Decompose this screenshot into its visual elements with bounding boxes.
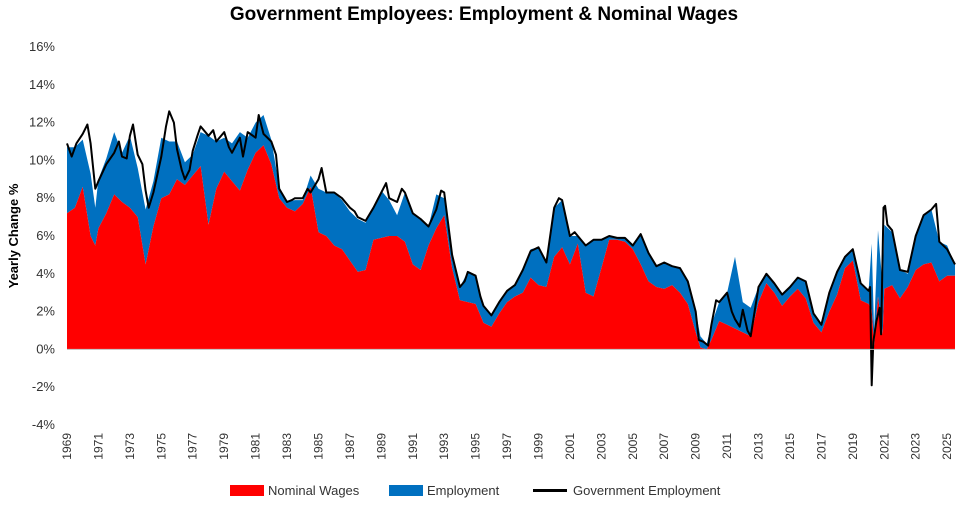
x-tick-label: 2007 <box>657 433 671 460</box>
legend-item-employment: Employment <box>389 483 499 498</box>
x-tick-label: 1969 <box>60 433 74 460</box>
x-tick-label: 2023 <box>909 433 923 460</box>
y-tick-label: 6% <box>36 228 55 243</box>
x-tick-label: 1995 <box>469 433 483 460</box>
y-tick-label: 10% <box>29 152 55 167</box>
x-tick-label: 2019 <box>846 433 860 460</box>
x-tick-label: 2003 <box>594 433 608 460</box>
x-tick-label: 2025 <box>940 433 954 460</box>
x-tick-label: 1973 <box>123 433 137 460</box>
y-tick-label: 4% <box>36 266 55 281</box>
x-tick-label: 1981 <box>249 433 263 460</box>
legend-line-government-employment <box>533 489 567 492</box>
y-tick-label: -4% <box>32 417 56 432</box>
x-tick-label: 2017 <box>814 433 828 460</box>
government-employment-line <box>66 110 956 387</box>
chart-title: Government Employees: Employment & Nomin… <box>229 4 739 25</box>
x-tick-label: 1985 <box>312 433 326 460</box>
legend-label: Nominal Wages <box>268 483 360 498</box>
legend-swatch-employment <box>389 485 423 496</box>
x-tick-label: 1999 <box>532 433 546 460</box>
nominal-wages-area <box>67 145 955 350</box>
x-tick-label: 2011 <box>720 433 734 459</box>
legend-item-nominal-wages: Nominal Wages <box>230 483 359 498</box>
x-tick-label: 1997 <box>500 433 514 460</box>
x-tick-label: 1989 <box>374 433 388 460</box>
x-tick-label: 1987 <box>343 433 357 460</box>
x-tick-label: 2021 <box>877 433 891 460</box>
y-tick-label: 16% <box>29 39 55 54</box>
x-tick-label: 1975 <box>154 433 168 460</box>
x-tick-label: 1977 <box>186 433 200 460</box>
y-tick-label: 0% <box>36 341 55 356</box>
legend-swatch-wages <box>230 485 264 496</box>
x-tick-label: 1979 <box>217 433 231 460</box>
employment-area <box>67 115 955 350</box>
legend-item-government-employment: Government Employment <box>533 483 720 498</box>
x-tick-label: 2013 <box>752 433 766 460</box>
legend: Nominal Wages Employment Government Empl… <box>0 483 968 501</box>
y-tick-label: 14% <box>29 77 55 92</box>
x-tick-label: 2001 <box>563 433 577 460</box>
x-tick-label: 2015 <box>783 433 797 460</box>
x-tick-label: 2009 <box>689 433 703 460</box>
y-tick-label: -2% <box>32 379 56 394</box>
y-axis-label: Yearly Change % <box>6 183 21 288</box>
legend-label: Government Employment <box>573 483 721 498</box>
x-tick-label: 1971 <box>91 433 105 460</box>
x-tick-label: 1983 <box>280 433 294 460</box>
y-tick-label: 2% <box>36 304 55 319</box>
y-tick-label: 12% <box>29 115 55 130</box>
legend-label: Employment <box>427 483 500 498</box>
x-tick-label: 1993 <box>437 433 451 460</box>
x-tick-label: 2005 <box>626 433 640 460</box>
x-tick-label: 1991 <box>406 433 420 460</box>
y-tick-label: 8% <box>36 190 55 205</box>
